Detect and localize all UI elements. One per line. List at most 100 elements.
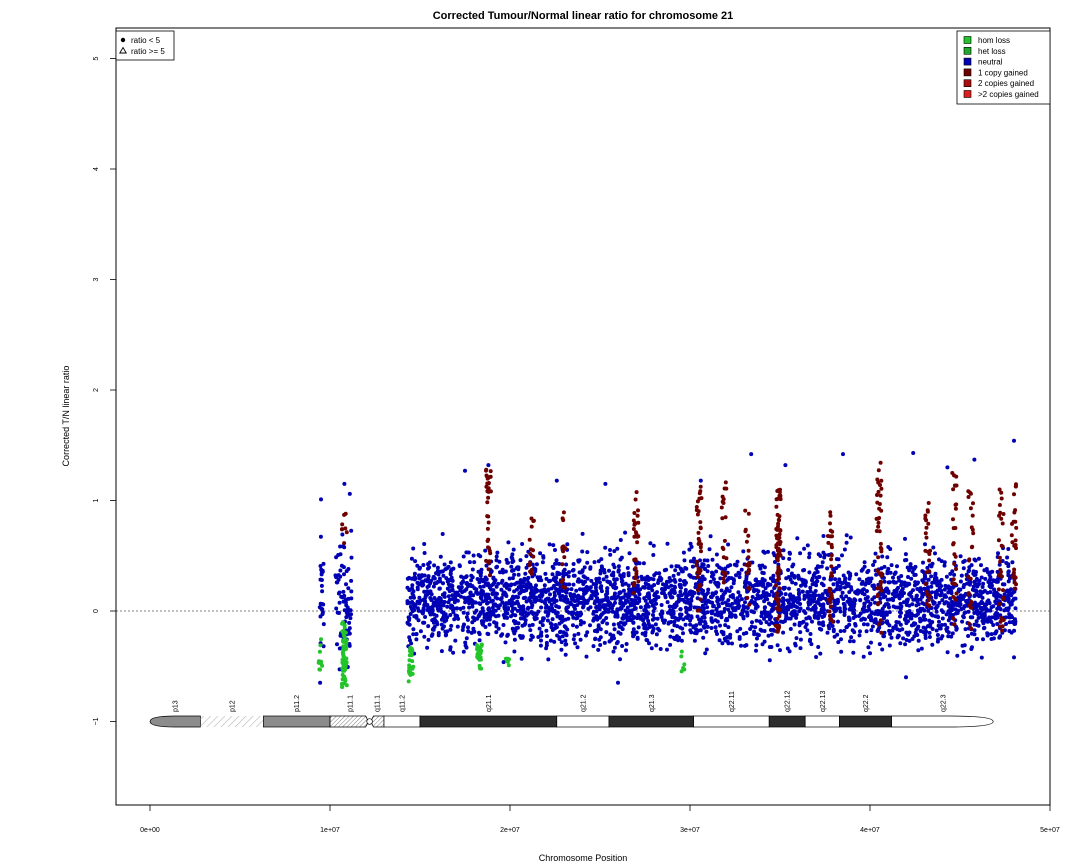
point-neutral (901, 600, 906, 605)
point-neutral (552, 590, 557, 595)
point-neutral (711, 577, 716, 582)
point-neutral (652, 583, 657, 587)
point-neutral (334, 575, 339, 580)
point-neutral (819, 621, 823, 626)
point-neutral (954, 627, 959, 632)
point-neutral (339, 563, 344, 568)
point-neutral (958, 579, 963, 584)
point-neutral (948, 571, 953, 576)
point-neutral (998, 593, 1003, 598)
point-neutral (625, 566, 630, 570)
point-neutral (947, 586, 952, 591)
point-neutral (558, 597, 563, 602)
point-neutral (425, 645, 430, 650)
point-neutral (923, 636, 928, 640)
point-neutral (681, 579, 686, 584)
point-neutral (564, 562, 569, 567)
point-neutral (862, 622, 866, 627)
point-neutral (552, 578, 557, 583)
point-neutral (592, 560, 597, 565)
point-neutral (798, 630, 803, 635)
point-neutral (438, 606, 443, 611)
point-neutral (916, 638, 921, 643)
point-neutral (505, 560, 510, 565)
point-neutral (787, 649, 792, 654)
point-neutral (937, 600, 942, 605)
point-neutral (710, 557, 715, 562)
point-neutral (623, 592, 628, 597)
point-neutral (584, 633, 588, 638)
point-neutral (627, 587, 631, 592)
point-1-copy-gained (875, 493, 879, 497)
point-neutral (798, 602, 803, 606)
point-neutral (460, 628, 465, 632)
point-neutral (810, 597, 815, 602)
point-1-copy-gained (723, 480, 728, 485)
point-neutral (741, 616, 746, 621)
point-neutral (912, 566, 917, 571)
ideogram-band-q22-13 (804, 715, 840, 728)
point-neutral (621, 588, 626, 593)
point-neutral (728, 613, 733, 618)
point-neutral (418, 629, 423, 634)
point-1-copy-gained (998, 568, 1003, 572)
point-neutral (822, 614, 826, 619)
point-neutral (756, 633, 761, 638)
point-neutral (848, 639, 852, 644)
point-neutral (763, 586, 768, 591)
point-neutral (706, 564, 711, 568)
point-neutral (1006, 547, 1011, 551)
point-1-copy-gained (876, 524, 881, 529)
point-neutral (652, 573, 657, 578)
point-1-copy-gained (698, 525, 703, 530)
x-axis-label: Chromosome Position (539, 853, 628, 863)
point-neutral (945, 650, 950, 655)
point-neutral (470, 620, 475, 625)
point-1-copy-gained (969, 626, 974, 631)
point-neutral (793, 581, 798, 586)
point-neutral (635, 635, 640, 640)
point-neutral (959, 607, 964, 611)
point-neutral (625, 605, 630, 610)
point-neutral (838, 584, 843, 589)
point-neutral (801, 619, 806, 624)
point-neutral (871, 563, 876, 567)
point-1-copy-gained (952, 622, 957, 627)
point-neutral (320, 589, 325, 594)
point-neutral (767, 617, 772, 622)
point-1-copy-gained (343, 526, 348, 531)
point-1-copy-gained (486, 520, 491, 525)
color-legend-entry: het loss (978, 47, 1006, 56)
point-neutral (935, 603, 940, 608)
point-1-copy-gained (829, 593, 834, 598)
point-neutral (581, 605, 585, 610)
point-1-copy-gained (874, 516, 879, 521)
point-neutral (646, 586, 651, 591)
point-1-copy-gained (1012, 586, 1017, 591)
point-neutral (429, 592, 434, 597)
point-neutral (898, 641, 903, 646)
point-neutral (731, 577, 736, 582)
point-het-loss (341, 667, 346, 672)
point-het-loss (344, 660, 349, 665)
point-neutral (597, 580, 602, 585)
point-neutral (884, 620, 889, 624)
point-neutral (939, 623, 944, 627)
point-1-copy-gained (562, 555, 567, 560)
point-neutral (753, 602, 757, 607)
point-neutral (806, 602, 811, 607)
point-neutral (719, 615, 724, 620)
point-neutral (784, 614, 789, 619)
point-neutral (836, 619, 840, 624)
point-neutral (972, 593, 977, 598)
point-1-copy-gained (997, 602, 1002, 606)
point-1-copy-gained (878, 545, 883, 550)
point-1-copy-gained (830, 534, 834, 539)
point-neutral (997, 562, 1002, 567)
point-het-loss (344, 644, 349, 649)
point-neutral (578, 637, 583, 642)
point-neutral (909, 623, 914, 628)
point-neutral (851, 639, 856, 644)
point-neutral (739, 597, 744, 602)
